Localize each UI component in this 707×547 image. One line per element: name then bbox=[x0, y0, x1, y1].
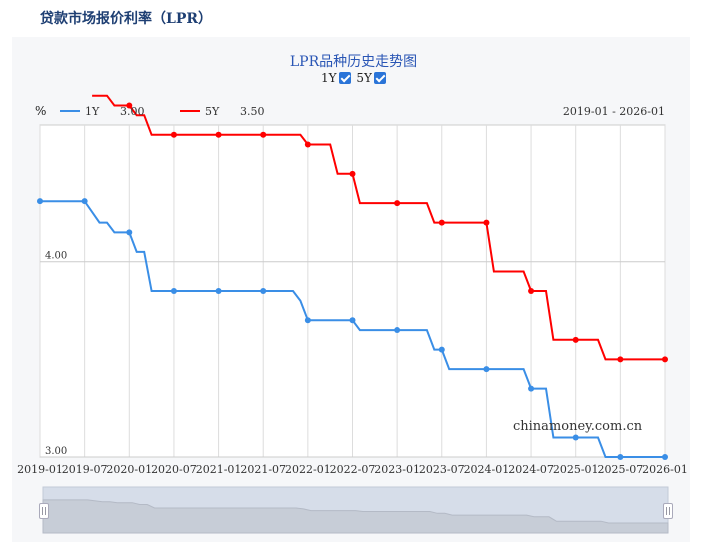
series-toggles: 1Y 5Y bbox=[0, 71, 707, 85]
data-point-1y bbox=[438, 346, 445, 353]
y-tick-label: 3.00 bbox=[45, 446, 67, 457]
data-point-1y bbox=[528, 385, 535, 392]
x-tick-label: 2025-01 bbox=[553, 463, 599, 476]
legend-item-5y[interactable]: 5Y 3.50 bbox=[180, 105, 265, 118]
data-point-5y bbox=[438, 219, 445, 226]
toggle-1y[interactable]: 1Y bbox=[321, 71, 351, 85]
data-point-5y bbox=[528, 288, 535, 294]
data-point-5y bbox=[170, 131, 177, 138]
legend-name: 5Y bbox=[205, 105, 220, 118]
x-tick-label: 2020-01 bbox=[106, 463, 152, 476]
data-point-1y bbox=[37, 198, 43, 205]
slider-right-handle[interactable]: || bbox=[663, 503, 673, 519]
data-point-1y bbox=[572, 434, 579, 441]
data-point-5y bbox=[572, 336, 579, 343]
data-point-5y bbox=[304, 141, 311, 148]
y-axis-label: % bbox=[35, 104, 46, 118]
watermark: chinamoney.com.cn bbox=[513, 419, 643, 434]
x-tick-label: 2022-07 bbox=[330, 463, 376, 476]
x-tick-label: 2021-01 bbox=[196, 463, 242, 476]
data-point-1y bbox=[349, 317, 356, 324]
x-tick-label: 2026-01 bbox=[642, 463, 688, 476]
data-point-1y bbox=[617, 454, 624, 460]
toggle-5y-label: 5Y bbox=[356, 71, 372, 85]
x-tick-label: 2024-01 bbox=[464, 463, 510, 476]
toggle-5y[interactable]: 5Y bbox=[356, 71, 386, 85]
data-point-1y bbox=[81, 198, 88, 205]
data-point-5y bbox=[662, 356, 668, 363]
slider-preview-area bbox=[42, 499, 669, 534]
x-tick-label: 2022-01 bbox=[285, 463, 331, 476]
data-point-5y bbox=[483, 219, 490, 226]
toggle-1y-label: 1Y bbox=[321, 71, 337, 85]
legend-value: 3.00 bbox=[120, 105, 145, 118]
data-point-1y bbox=[215, 288, 222, 294]
page-title: 贷款市场报价利率（LPR） bbox=[40, 11, 213, 27]
data-point-5y bbox=[215, 131, 222, 138]
slider-left-handle[interactable]: || bbox=[39, 503, 49, 519]
legend-value: 3.50 bbox=[240, 105, 265, 118]
x-tick-label: 2023-01 bbox=[374, 463, 420, 476]
legend-item-1y[interactable]: 1Y 3.00 bbox=[60, 105, 145, 118]
checkbox-5y[interactable] bbox=[373, 72, 386, 84]
data-point-1y bbox=[260, 288, 267, 294]
y-tick-label: 4.00 bbox=[45, 251, 67, 262]
x-tick-label: 2020-07 bbox=[151, 463, 197, 476]
x-tick-label: 2023-07 bbox=[419, 463, 465, 476]
data-point-5y bbox=[617, 356, 624, 363]
data-point-1y bbox=[304, 317, 311, 324]
legend-name: 1Y bbox=[85, 105, 100, 118]
data-point-5y bbox=[394, 200, 401, 207]
x-tick-label: 2024-07 bbox=[508, 463, 554, 476]
x-tick-label: 2019-01 bbox=[17, 463, 63, 476]
data-point-1y bbox=[662, 454, 668, 460]
data-point-1y bbox=[126, 229, 133, 236]
date-range: 2019-01 - 2026-01 bbox=[563, 105, 665, 118]
x-tick-label: 2021-07 bbox=[240, 463, 286, 476]
data-point-5y bbox=[126, 102, 133, 109]
checkbox-1y[interactable] bbox=[338, 72, 351, 84]
series-line-5y bbox=[92, 94, 665, 361]
x-tick-label: 2025-07 bbox=[597, 463, 643, 476]
data-point-1y bbox=[394, 327, 401, 334]
data-point-1y bbox=[170, 288, 177, 294]
chart-title: LPR品种历史走势图 bbox=[289, 54, 418, 70]
data-point-1y bbox=[483, 366, 490, 373]
data-point-5y bbox=[349, 170, 356, 177]
data-point-5y bbox=[260, 131, 267, 138]
x-tick-label: 2019-07 bbox=[62, 463, 108, 476]
